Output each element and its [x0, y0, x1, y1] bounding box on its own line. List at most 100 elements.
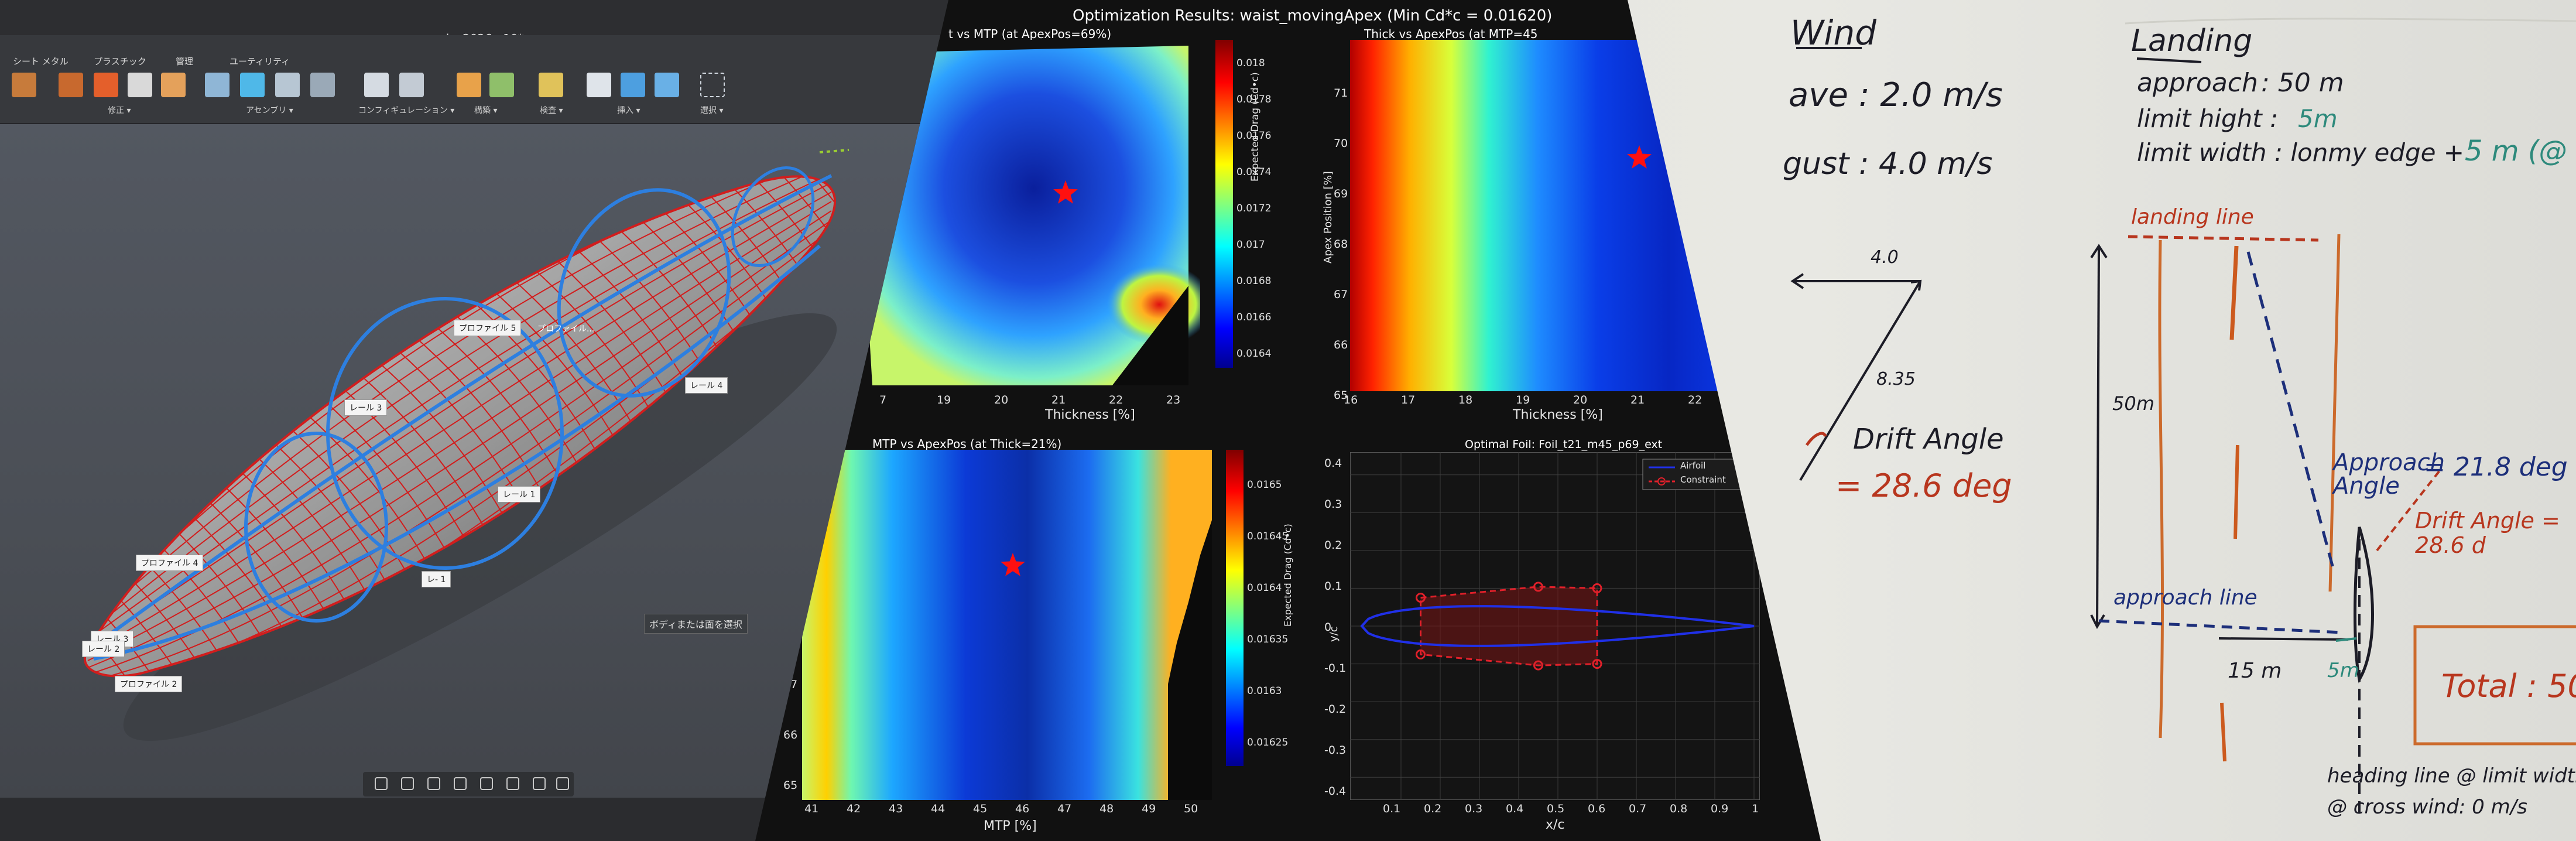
manage-tool-icon[interactable] [161, 73, 186, 97]
fit-icon[interactable] [480, 777, 493, 790]
plot4-title: Optimal Foil: Foil_t21_m45_p69_ext [1465, 438, 1663, 451]
select-icon[interactable] [700, 73, 725, 97]
look-at-icon[interactable] [401, 777, 414, 790]
sheet-metal-tool-icon[interactable] [12, 73, 36, 97]
modify-menu[interactable]: 修正 ▾ [108, 106, 131, 115]
label-rail-3a[interactable]: レール 3 [344, 399, 388, 416]
insert-text-icon[interactable] [621, 73, 645, 97]
distance-15m: 15 m [2228, 659, 2282, 683]
vector-top-value: 4.0 [1871, 247, 1899, 268]
limit-width-label: limit width : lonmy edge + [2137, 138, 2465, 167]
plot4-airfoil-chart[interactable] [1350, 452, 1760, 800]
plot3-xtick: 50 [1184, 802, 1198, 815]
plot4-xlabel: x/c [1546, 818, 1565, 832]
tab-plastic[interactable]: プラスチック [94, 56, 146, 67]
tab-utilities[interactable]: ユーティリティ [229, 56, 290, 67]
plot1-xtick: 22 [1109, 394, 1123, 406]
plot4-ytick: -0.3 [1324, 744, 1347, 757]
config-table-icon[interactable] [399, 73, 424, 97]
label-profile-2[interactable]: プロファイル 2 [115, 676, 183, 692]
landing-line-label: landing line [2131, 205, 2254, 229]
construct-axis-icon[interactable] [489, 73, 514, 97]
plot1-colorbar-tick: 0.0178 [1236, 94, 1272, 105]
tab-sheet-metal[interactable]: シート メタル [13, 56, 68, 67]
rigid-group-icon[interactable] [310, 73, 335, 97]
label-rail-4[interactable]: レール 4 [685, 377, 728, 394]
viewports-icon[interactable] [556, 777, 569, 790]
label-rail-dots[interactable]: レ- 1 [422, 571, 451, 587]
configuration-icon[interactable] [364, 73, 389, 97]
wind-heading: Wind [1790, 13, 1877, 53]
plot1-colorbar-tick: 0.0164 [1236, 348, 1272, 360]
vector-side-value: 8.35 [1876, 369, 1916, 389]
construct-menu[interactable]: 構築 ▾ [474, 106, 498, 115]
tab-manage[interactable]: 管理 [176, 56, 194, 67]
drift-angle-small: Drift Angle = 28.6 d [2415, 508, 2560, 558]
plot1-xlabel: Thickness [%] [1045, 408, 1135, 422]
plot3-xtick: 43 [889, 802, 903, 815]
label-rail-2[interactable]: レール 2 [82, 641, 125, 657]
boss-tool-icon[interactable] [128, 73, 152, 97]
display-settings-icon[interactable] [506, 777, 519, 790]
plot1-xtick: 20 [994, 394, 1009, 406]
pan-icon[interactable] [427, 777, 440, 790]
plot1-xtick: 23 [1166, 394, 1181, 406]
plot2-ytick: 65 [1334, 389, 1348, 402]
approach-value: : 50 m [2261, 68, 2344, 98]
inspect-menu[interactable]: 検査 ▾ [540, 106, 563, 115]
assemble-menu[interactable]: アセンブリ ▾ [246, 106, 293, 115]
plot1-colorbar-tick: 0.0166 [1236, 312, 1272, 323]
insert-mesh-icon[interactable] [587, 73, 611, 97]
plot2-title: Thick vs ApexPos (at MTP=45 [1364, 27, 1538, 41]
plot4-xtick: 0.9 [1711, 802, 1729, 815]
assembly-joint-icon[interactable] [205, 73, 229, 97]
plot1-xtick: 21 [1051, 394, 1066, 406]
cad-title-bar [0, 0, 966, 35]
plot4-ytick: 0.4 [1324, 457, 1342, 470]
cad-viewport[interactable]: プロファイル 5 プロファイル... レール 3 レール 4 レール 1 プロフ… [0, 124, 966, 798]
plot2-xtick: 20 [1573, 394, 1588, 406]
joint-icon[interactable] [275, 73, 300, 97]
new-component-icon[interactable] [240, 73, 265, 97]
plot2-xtick: 16 [1344, 394, 1358, 406]
configure-menu[interactable]: コンフィギュレーション ▾ [358, 106, 455, 115]
grid-settings-icon[interactable] [533, 777, 546, 790]
plot1-colorbar-tick: 0.0168 [1236, 275, 1272, 287]
plot3-heatmap[interactable] [802, 450, 1212, 800]
plot1-colorbar-tick: 0.0176 [1236, 130, 1272, 142]
plot4-ytick: 0.1 [1324, 580, 1342, 593]
plot3-xtick: 41 [804, 802, 819, 815]
distance-50m: 50m [2112, 392, 2154, 415]
label-profile-5[interactable]: プロファイル 5 [454, 320, 522, 336]
label-rail-1[interactable]: レール 1 [498, 486, 541, 502]
zoom-icon[interactable] [454, 777, 467, 790]
plot4-ytick: -0.1 [1324, 662, 1347, 675]
bend-tool-icon[interactable] [59, 73, 83, 97]
plot4-ylabel: y/c [1328, 626, 1340, 642]
limit-width-value: 5 m (@ [2465, 135, 2567, 167]
plot3-xtick: 47 [1057, 802, 1072, 815]
plot3-colorbar-tick: 0.01635 [1247, 634, 1289, 645]
fuselage-model[interactable] [0, 124, 966, 798]
plot4-ytick: 0 [1324, 621, 1332, 634]
plot2-xtick: 21 [1630, 394, 1645, 406]
measure-icon[interactable] [539, 73, 563, 97]
insert-menu[interactable]: 挿入 ▾ [617, 106, 640, 115]
plastic-rule-icon[interactable] [94, 73, 118, 97]
insert-image-icon[interactable] [655, 73, 679, 97]
plot2-xtick: 17 [1401, 394, 1416, 406]
orbit-icon[interactable] [375, 777, 388, 790]
construct-plane-icon[interactable] [457, 73, 481, 97]
plot2-ytick: 66 [1334, 339, 1348, 351]
plot1-colorbar-tick: 0.017 [1236, 239, 1265, 251]
plot3-ytick: 66 [783, 729, 798, 741]
plot1-colorbar [1215, 40, 1233, 368]
label-profile-4[interactable]: プロファイル 4 [136, 555, 204, 571]
plot4-xtick: 0.5 [1547, 802, 1565, 815]
plot4-xtick: 0.4 [1506, 802, 1524, 815]
select-menu[interactable]: 選択 ▾ [700, 106, 724, 115]
plot3-colorbar-tick: 0.0165 [1247, 479, 1282, 491]
label-profile-dots[interactable]: プロファイル... [537, 324, 595, 334]
